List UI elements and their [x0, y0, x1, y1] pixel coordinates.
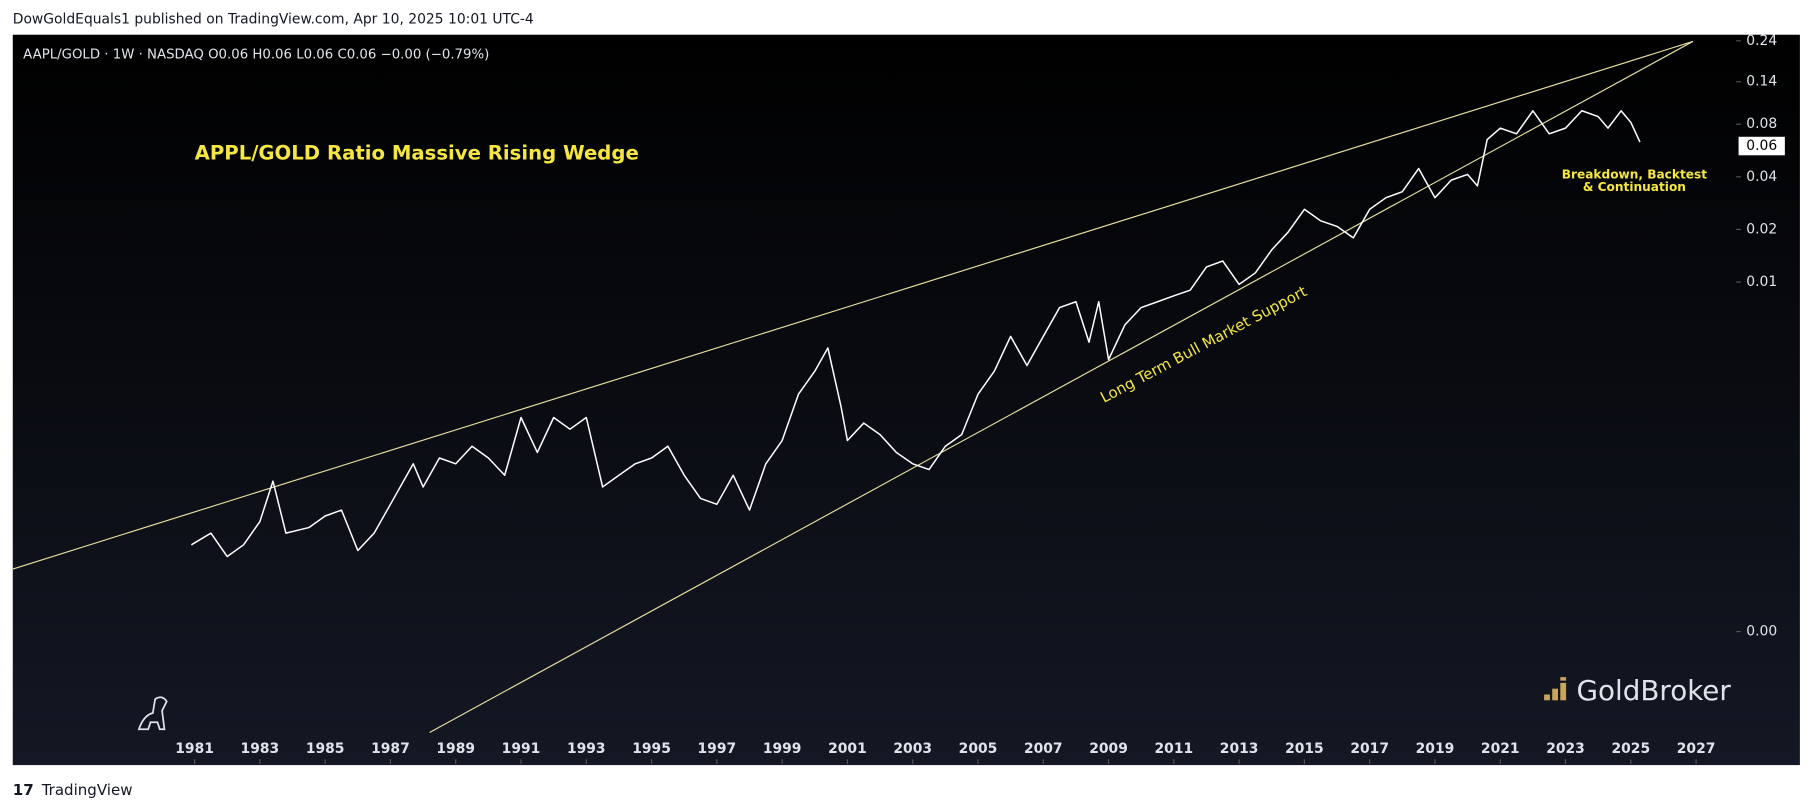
- y-tick-label: 0.01: [1746, 274, 1777, 290]
- x-tick-label: 1983: [241, 741, 280, 757]
- x-tick-label: 1981: [175, 741, 214, 757]
- x-tick-label: 1985: [306, 741, 345, 757]
- plot: 0.24 0.14 0.08 0.04 0.02 0.01 0.00 1981 1983 1985…: [12, 33, 1785, 764]
- x-tick-label: 2005: [959, 741, 998, 757]
- chart-title: APPL/GOLD Ratio Massive Rising Wedge: [195, 141, 639, 164]
- x-tick-label: 2015: [1285, 741, 1324, 757]
- footer-logo-mark: 17: [13, 781, 34, 799]
- x-tick-label: 2011: [1155, 741, 1194, 757]
- chart-panel: [12, 34, 1800, 766]
- y-tick-label: 0.00: [1746, 624, 1777, 640]
- tv-logo-icon: [137, 696, 168, 731]
- x-tick-label: 2003: [893, 741, 932, 757]
- x-tick-label: 1993: [567, 741, 606, 757]
- x-tick-label: 2001: [828, 741, 867, 757]
- price-label-box: [1738, 136, 1785, 156]
- symbol-info: AAPL/GOLD · 1W · NASDAQ O0.06 H0.06 L0.0…: [23, 47, 489, 62]
- x-tick-label: 2021: [1481, 741, 1520, 757]
- price-line: [190, 110, 1641, 558]
- header: DowGoldEquals1 published on TradingView.…: [13, 12, 534, 28]
- y-tick-label: 0.04: [1746, 169, 1777, 185]
- x-tick-label: 1991: [502, 741, 541, 757]
- x-tick-label: 1987: [371, 741, 410, 757]
- x-tick-label: 2009: [1089, 741, 1128, 757]
- trendline: [12, 40, 1694, 570]
- x-tick-label: 2007: [1024, 741, 1063, 757]
- x-tick-label: 1999: [763, 741, 802, 757]
- x-tick-label: 1997: [698, 741, 737, 757]
- annotation: & Continuation: [1583, 180, 1686, 194]
- y-tick-label: 0.14: [1746, 74, 1777, 90]
- watermark: GoldBroker: [1577, 674, 1732, 707]
- trendline: [429, 40, 1694, 733]
- x-tick-label: 1989: [436, 741, 475, 757]
- x-tick-label: 2019: [1416, 741, 1455, 757]
- x-tick-label: 2023: [1546, 741, 1585, 757]
- x-tick-label: 2025: [1612, 741, 1651, 757]
- y-tick-label: 0.24: [1746, 33, 1777, 49]
- footer: TradingView: [41, 781, 133, 799]
- annotation: Breakdown, Backtest: [1562, 167, 1707, 181]
- x-tick-label: 2027: [1677, 741, 1716, 757]
- y-tick-label: 0.02: [1746, 221, 1777, 237]
- x-tick-label: 2013: [1220, 741, 1259, 757]
- x-tick-label: 2017: [1350, 741, 1389, 757]
- watermark-icon: [1544, 677, 1567, 701]
- price-label: 0.06: [1746, 138, 1777, 154]
- x-tick-label: 1995: [632, 741, 671, 757]
- y-tick-label: 0.08: [1746, 116, 1777, 132]
